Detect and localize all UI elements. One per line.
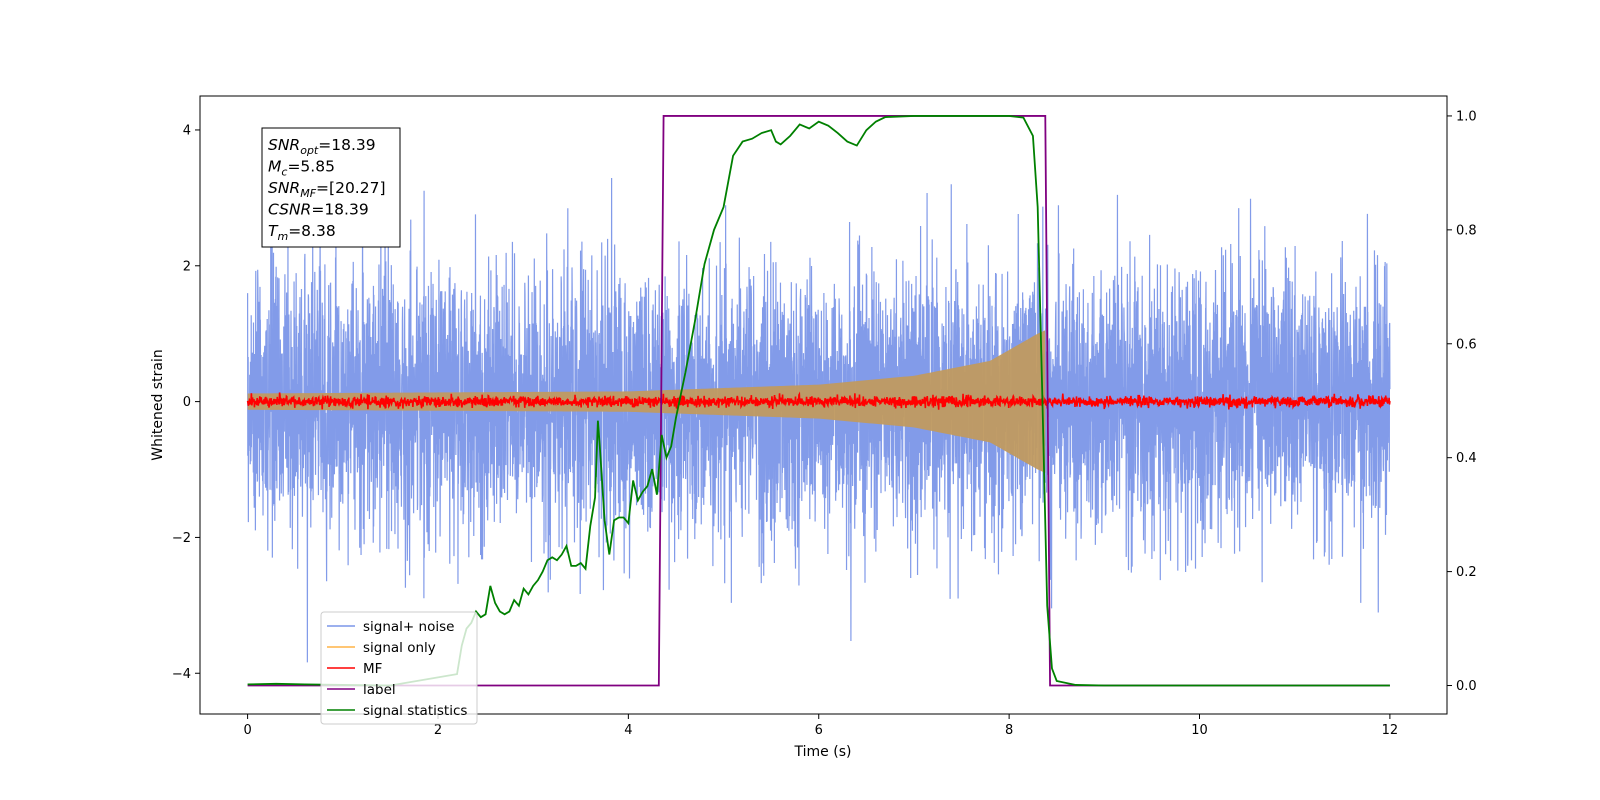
annotation-subscript: opt <box>300 144 319 157</box>
y-tick-label: −4 <box>172 667 191 682</box>
legend-entry: label <box>363 682 396 698</box>
annotation-value: =18.39 <box>311 201 368 219</box>
x-tick-label: 4 <box>624 723 632 738</box>
legend: signal+ noise signal only MF label signal st… <box>320 611 478 725</box>
annotation-value: =18.39 <box>318 136 375 154</box>
annotation-line: SNRopt=18.39 <box>268 136 376 157</box>
annotation-symbol: T <box>268 222 279 240</box>
annotation-line: CSNR=18.39 <box>268 201 369 219</box>
x-tick-label: 12 <box>1382 723 1399 738</box>
axes-frame <box>199 95 1448 715</box>
y-tick-label: 0 <box>183 395 191 410</box>
annotation-value: =[20.27] <box>316 179 385 197</box>
annotation-symbol: CSNR <box>268 201 311 219</box>
annotation-box: SNRopt=18.39Mc=5.85SNRMF=[20.27]CSNR=18.… <box>261 127 401 248</box>
axes: 0 2 4 6 8 10 12 −4 −2 0 2 4 0.0 0.2 0.4 0.6 0.8 1.0 <box>172 109 1477 738</box>
y-tick-label: −2 <box>172 531 191 546</box>
annotation-frame <box>261 127 401 248</box>
x-tick-label: 0 <box>243 723 251 738</box>
legend-entry: signal only <box>363 640 436 656</box>
series-signal-statistics-line <box>247 115 1390 687</box>
legend-entry: signal statistics <box>363 703 467 719</box>
x-tick-label: 10 <box>1191 723 1208 738</box>
y-axis-label: Whitened strain <box>150 349 166 460</box>
y-right-tick-label: 0.4 <box>1456 451 1477 466</box>
annotation-subscript: c <box>281 166 287 179</box>
annotation-subscript: MF <box>300 187 316 200</box>
series-mf-line <box>246 391 1391 410</box>
annotation-symbol: SNR <box>268 136 300 154</box>
annotation-value: =5.85 <box>287 158 335 176</box>
y-right-tick-label: 0.0 <box>1456 679 1477 694</box>
y-tick-label: 2 <box>183 259 191 274</box>
legend-frame <box>320 611 478 725</box>
annotation-symbol: M <box>268 158 281 176</box>
annotation-value: =8.38 <box>288 222 336 240</box>
y-right-tick-label: 0.6 <box>1456 337 1477 352</box>
x-tick-label: 2 <box>434 723 442 738</box>
annotation-line: Mc=5.85 <box>268 158 335 179</box>
y-right-tick-label: 1.0 <box>1456 109 1477 124</box>
legend-entry: signal+ noise <box>363 619 454 635</box>
annotation-subscript: m <box>277 230 288 243</box>
annotation-line: Tm=8.38 <box>268 222 336 243</box>
x-tick-label: 8 <box>1005 723 1013 738</box>
y-tick-label: 4 <box>183 123 191 138</box>
legend-entry: MF <box>363 661 382 677</box>
annotation-symbol: SNR <box>268 179 300 197</box>
y-right-tick-label: 0.2 <box>1456 565 1477 580</box>
annotation-line: SNRMF=[20.27] <box>268 179 386 200</box>
x-tick-label: 6 <box>815 723 823 738</box>
x-axis-label: Time (s) <box>794 744 852 760</box>
plot-area <box>246 115 1391 687</box>
y-right-tick-label: 0.8 <box>1456 223 1477 238</box>
